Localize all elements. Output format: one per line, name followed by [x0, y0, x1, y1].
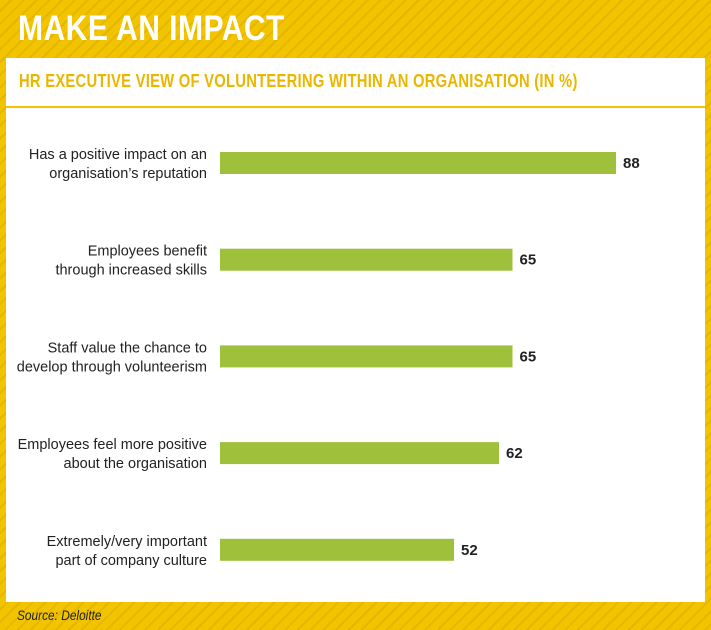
- category-label-0-line-0: Has a positive impact on an: [29, 147, 207, 163]
- category-label-1-line-1: through increased skills: [55, 263, 207, 279]
- bar-value-label-3: 62: [506, 445, 523, 462]
- bar-1: [220, 248, 513, 271]
- bar-0: [220, 152, 616, 174]
- title-band: MAKE AN IMPACT: [0, 0, 711, 58]
- subtitle-divider: [6, 106, 705, 108]
- bar-value-label-2: 65: [520, 348, 537, 365]
- bar-value-label-0: 88: [623, 155, 640, 172]
- category-label-1-line-0: Employees benefit: [88, 244, 207, 260]
- category-label-2-line-1: develop through volunteerism: [17, 359, 207, 375]
- bar-3: [220, 442, 499, 465]
- chart-panel: HR EXECUTIVE VIEW OF VOLUNTEERING WITHIN…: [6, 58, 705, 602]
- category-label-2-line-0: Staff value the chance to: [48, 340, 207, 356]
- category-label-3-line-0: Employees feel more positive: [18, 437, 207, 453]
- bar-value-label-4: 52: [461, 542, 478, 559]
- page-title: MAKE AN IMPACT: [18, 9, 285, 48]
- category-label-4-line-1: part of company culture: [55, 553, 207, 569]
- bar-2: [220, 345, 513, 368]
- bar-value-label-1: 65: [520, 252, 537, 269]
- category-label-0-line-1: organisation’s reputation: [49, 166, 207, 182]
- category-label-4-line-0: Extremely/very important: [47, 534, 207, 550]
- category-label-3-line-1: about the organisation: [64, 456, 208, 472]
- source-note: Source: Deloitte: [17, 608, 102, 623]
- bar-4: [220, 538, 454, 561]
- chart-subtitle: HR EXECUTIVE VIEW OF VOLUNTEERING WITHIN…: [19, 70, 578, 91]
